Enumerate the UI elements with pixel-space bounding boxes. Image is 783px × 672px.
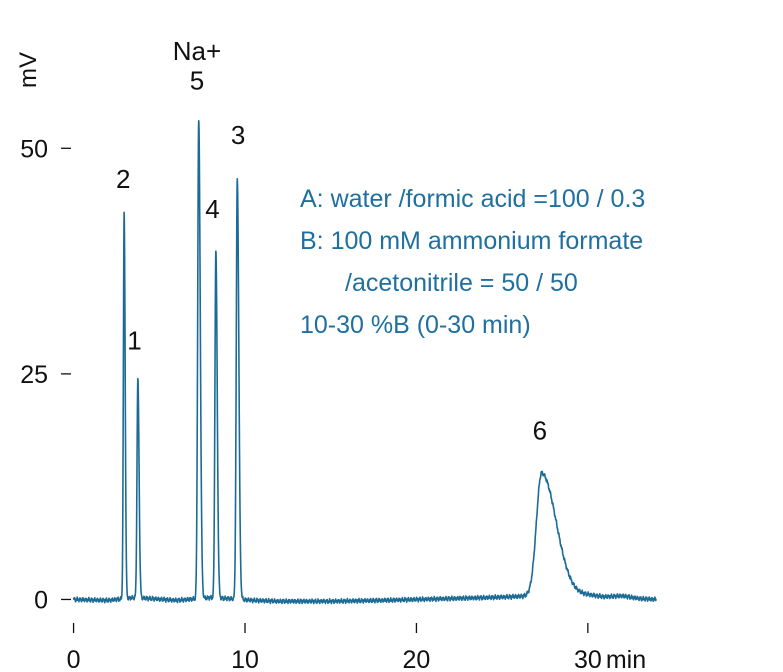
peak-label-1: 1	[127, 326, 141, 356]
condition-gradient: 10-30 %B (0-30 min)	[300, 311, 531, 339]
x-tick-label-1: 10	[231, 646, 259, 672]
condition-line-a: A: water /formic acid =100 / 0.3	[300, 185, 645, 213]
peak-label-3: 3	[231, 120, 245, 150]
condition-line-b: B: 100 mM ammonium formate	[300, 227, 643, 255]
trace-layer	[72, 120, 657, 605]
peak-label-5: 5	[190, 66, 204, 96]
x-tick-label-2: 20	[403, 646, 431, 672]
y-axis-unit: mV	[15, 52, 42, 88]
y-tick-label-0: 0	[34, 586, 48, 614]
chromatogram-trace	[72, 120, 657, 605]
peak-label-4: 4	[205, 194, 219, 224]
peak-label-2: 2	[116, 164, 130, 194]
y-tick-label-2: 50	[20, 135, 48, 163]
x-axis-unit: min	[606, 646, 646, 672]
conditions-box: A: water /formic acid =100 / 0.3 B: 100 …	[300, 185, 645, 339]
peak-label-6: 6	[533, 416, 547, 446]
annotation-0: Na+	[173, 36, 221, 66]
x-tick-label-3: 30	[574, 646, 602, 672]
y-tick-label-1: 25	[20, 361, 48, 389]
axes: 0 25 50 0 10 20 30 min	[20, 135, 646, 672]
peak-labels: 2 1 5 4 3 6 Na+	[116, 36, 547, 446]
condition-line-b-cont: /acetonitrile = 50 / 50	[345, 269, 578, 297]
x-tick-label-0: 0	[67, 646, 81, 672]
